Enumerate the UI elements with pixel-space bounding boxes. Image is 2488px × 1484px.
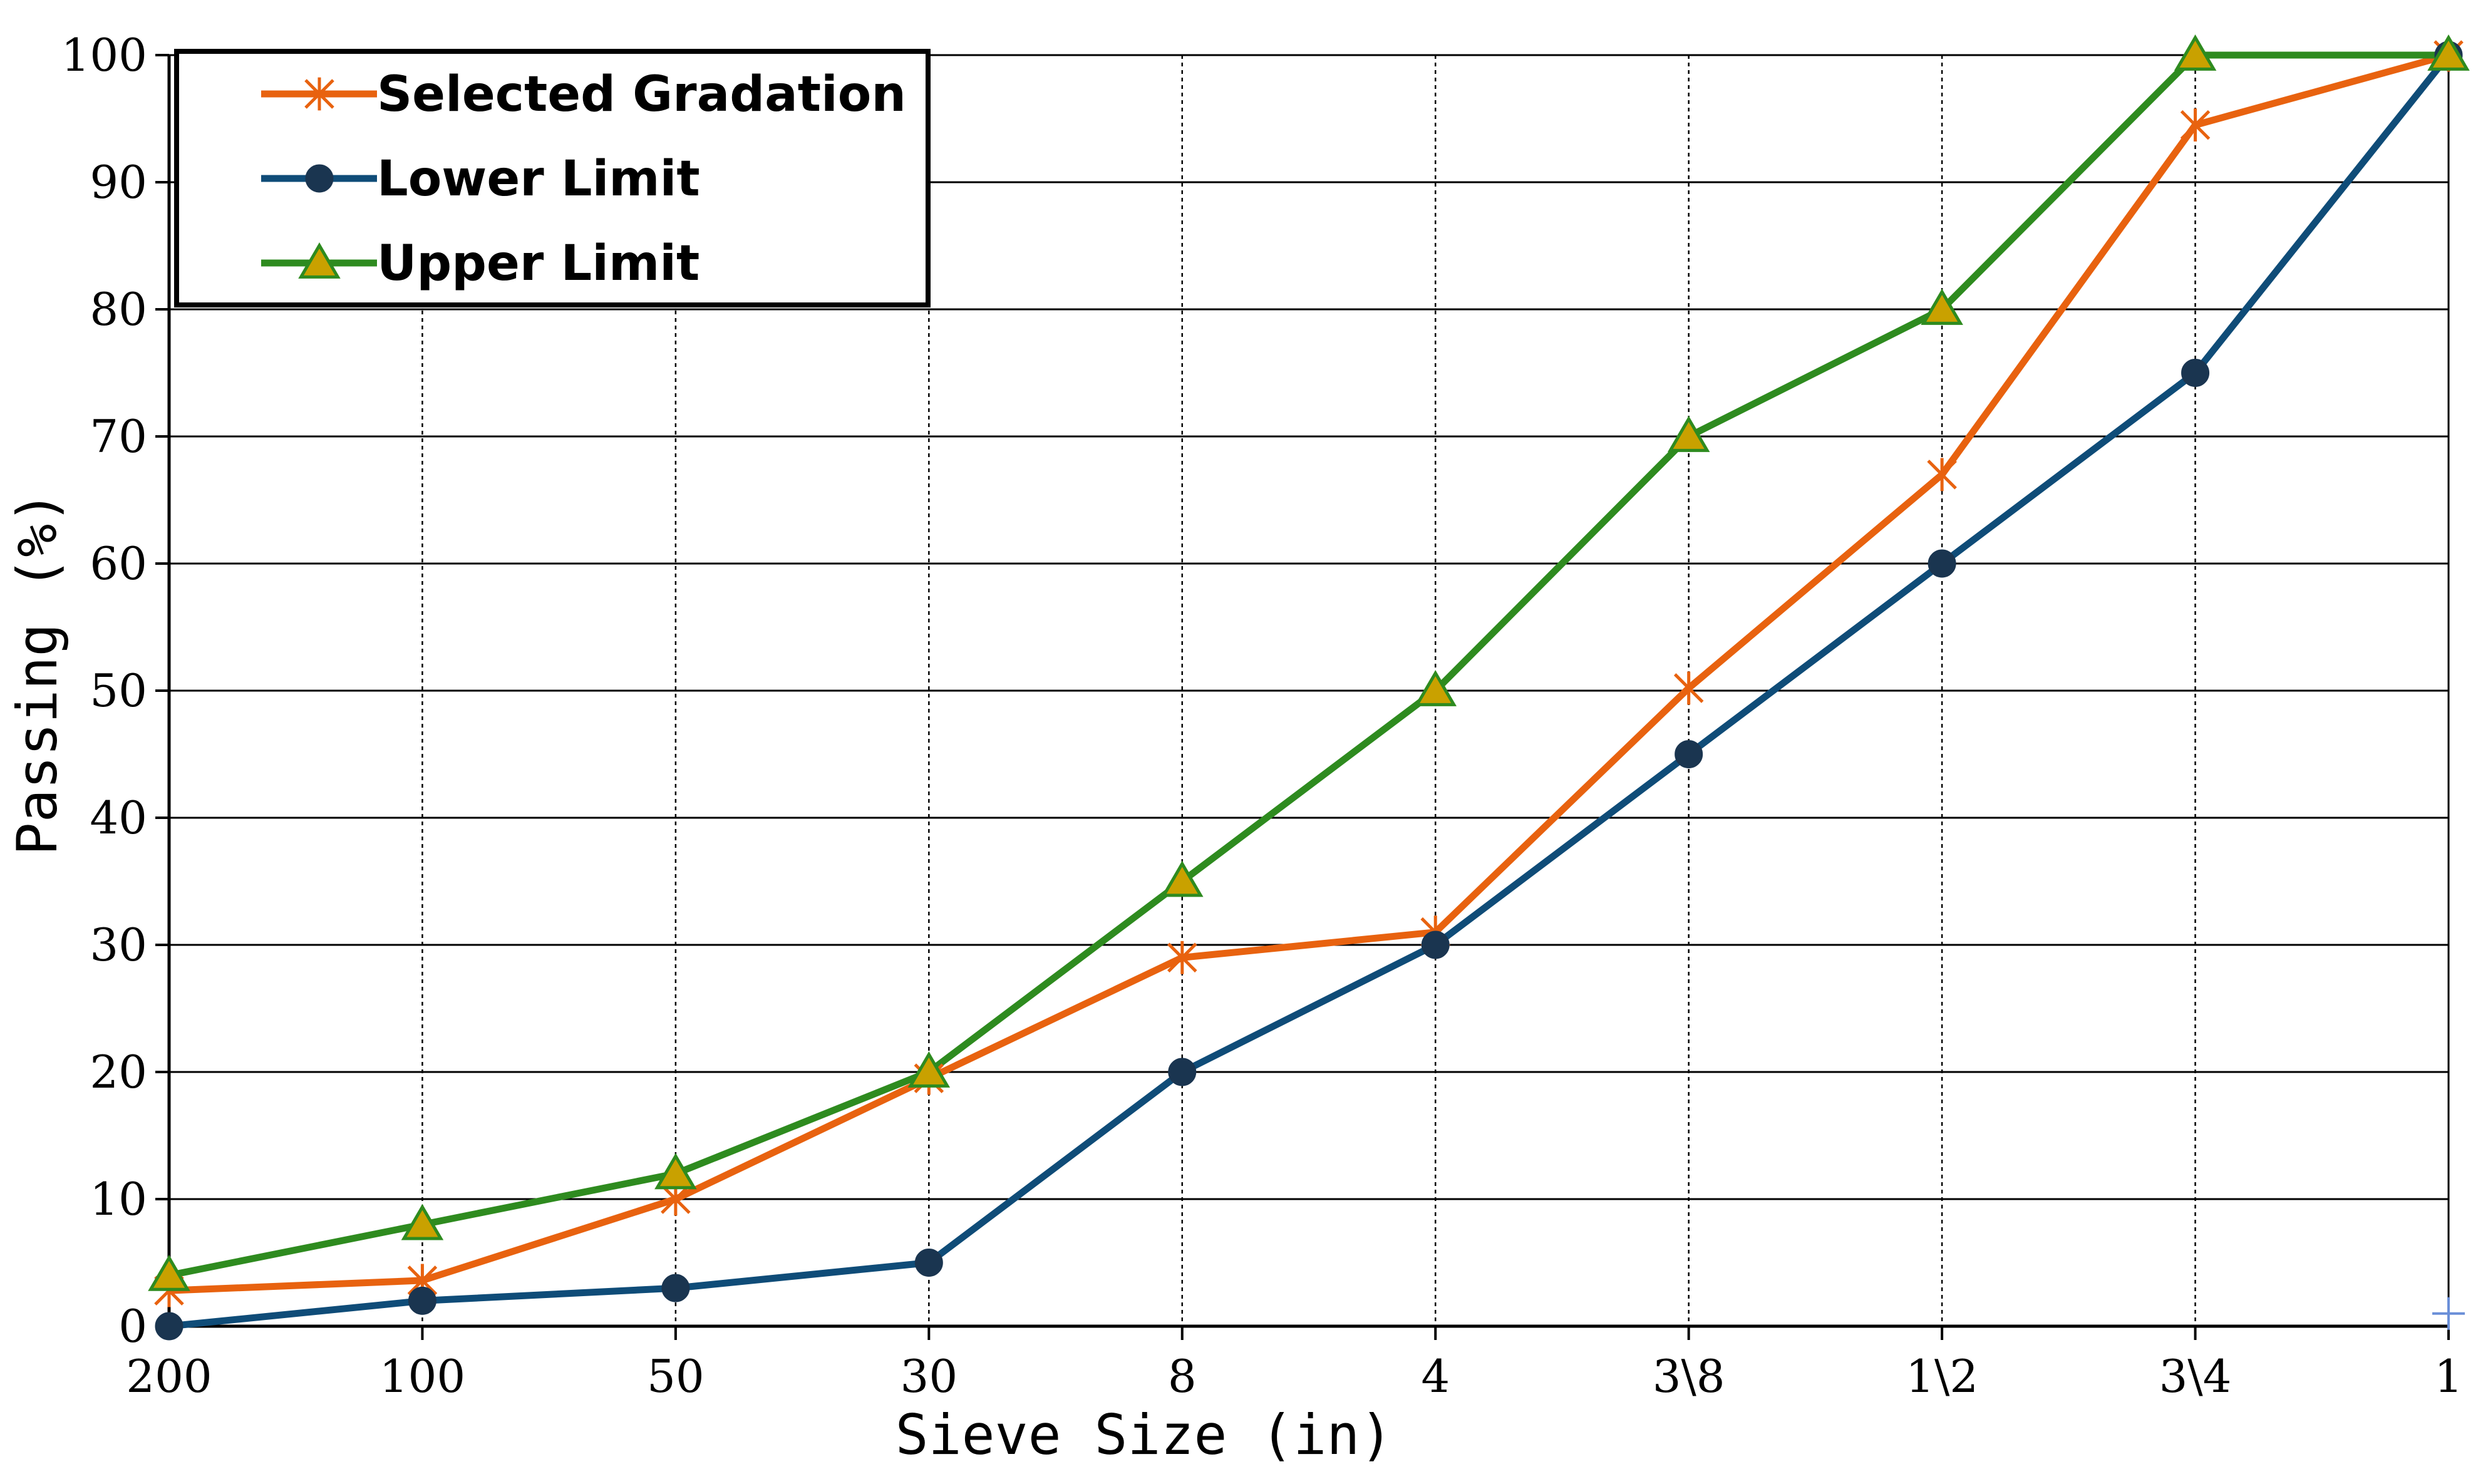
y-tick-label: 50 bbox=[90, 664, 147, 717]
x-axis-title: Sieve Size (in) bbox=[896, 1403, 1393, 1467]
extra-markers bbox=[2432, 1297, 2465, 1330]
data-point bbox=[148, 1254, 190, 1291]
y-tick-label: 80 bbox=[90, 283, 147, 336]
series-line bbox=[168, 51, 2449, 1279]
series-markers-upper-limit bbox=[148, 34, 2470, 1291]
x-tick-label: 30 bbox=[901, 1350, 958, 1403]
x-tick-label: 200 bbox=[126, 1350, 212, 1403]
data-point bbox=[1168, 1058, 1197, 1086]
series-lower-limit bbox=[168, 53, 2452, 1330]
data-point bbox=[1414, 670, 1457, 706]
series-line bbox=[168, 51, 2450, 1294]
data-point bbox=[1667, 416, 1710, 452]
x-tick-label: 3\8 bbox=[1653, 1350, 1725, 1403]
data-point bbox=[298, 242, 341, 279]
x-tick-label: 3\4 bbox=[2159, 1350, 2232, 1403]
y-tick-label: 90 bbox=[90, 156, 147, 209]
data-point bbox=[1921, 289, 1963, 325]
y-axis-title: Passing (%) bbox=[5, 491, 70, 856]
legend-label: Upper Limit bbox=[377, 235, 699, 292]
data-point bbox=[1928, 549, 1956, 578]
data-point bbox=[1421, 930, 1450, 959]
y-tick-label: 70 bbox=[90, 410, 147, 463]
data-point bbox=[408, 1286, 436, 1315]
y-tick-label: 100 bbox=[61, 29, 147, 81]
y-tick-label: 20 bbox=[90, 1046, 147, 1098]
x-tick-label: 50 bbox=[647, 1350, 705, 1403]
series-markers-lower-limit bbox=[155, 41, 2463, 1341]
y-tick-label: 30 bbox=[90, 919, 147, 971]
data-point bbox=[654, 1153, 697, 1190]
x-tick-label: 1\2 bbox=[1906, 1350, 1978, 1403]
x-tick-labels: 200 100 50 30 8 4 3\8 1\2 3\4 1 bbox=[126, 1326, 2463, 1403]
series-selected-gradation bbox=[168, 51, 2450, 1294]
data-point bbox=[2181, 359, 2210, 387]
data-point bbox=[155, 1312, 183, 1341]
y-tick-label: 40 bbox=[90, 791, 147, 844]
data-point bbox=[2427, 34, 2470, 71]
y-tick-label: 60 bbox=[90, 537, 147, 590]
data-point bbox=[1675, 740, 1703, 768]
data-point bbox=[401, 1203, 444, 1240]
data-point bbox=[661, 1274, 690, 1302]
data-point bbox=[1927, 458, 1957, 492]
legend-label: Selected Gradation bbox=[377, 66, 906, 123]
x-tick-label: 100 bbox=[379, 1350, 465, 1403]
data-point bbox=[907, 1051, 951, 1088]
legend-entry-lower-limit: Lower Limit bbox=[261, 151, 700, 207]
data-point bbox=[305, 164, 334, 193]
legend-entry-selected-gradation: Selected Gradation bbox=[261, 66, 906, 123]
data-point bbox=[1673, 671, 1704, 705]
y-tick-labels: 0 10 20 30 40 50 60 70 80 90 100 bbox=[61, 29, 169, 1353]
x-tick-label: 8 bbox=[1168, 1350, 1197, 1403]
legend-label: Lower Limit bbox=[377, 151, 700, 207]
y-tick-label: 10 bbox=[90, 1173, 147, 1225]
x-tick-label: 4 bbox=[1421, 1350, 1450, 1403]
series-line bbox=[168, 53, 2452, 1330]
y-tick-label: 0 bbox=[118, 1300, 147, 1353]
data-point bbox=[1167, 940, 1197, 974]
legend: Selected Gradation Lower Limit Upper Limit bbox=[174, 49, 931, 307]
data-point bbox=[914, 1249, 943, 1277]
plus-marker bbox=[2432, 1297, 2465, 1330]
x-tick-label: 1 bbox=[2434, 1350, 2463, 1403]
data-point bbox=[2180, 108, 2211, 142]
series-layer bbox=[148, 34, 2470, 1341]
legend-entry-upper-limit: Upper Limit bbox=[261, 235, 699, 292]
data-point bbox=[2174, 34, 2217, 71]
data-point bbox=[1161, 860, 1204, 897]
data-point bbox=[304, 77, 334, 111]
series-upper-limit bbox=[168, 51, 2449, 1279]
